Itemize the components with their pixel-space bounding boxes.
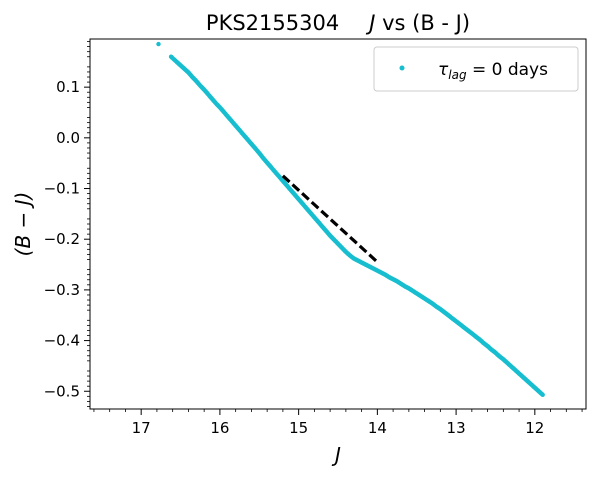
legend: τlag = 0 days: [373, 46, 579, 92]
title-var: J: [365, 11, 375, 35]
legend-tau-value: = 0 days: [467, 60, 549, 80]
x-axis-label: J: [331, 443, 341, 467]
x-tick-label: 15: [289, 419, 308, 437]
data-point: [156, 41, 161, 47]
x-tick-label: 13: [447, 419, 466, 437]
y-tick-label: −0.1: [44, 180, 80, 198]
y-tick-label: −0.2: [44, 230, 80, 248]
y-tick-label: 0.0: [56, 129, 80, 147]
x-tick-label: 14: [368, 419, 387, 437]
chart-title: PKS2155304 J vs (B - J): [206, 11, 470, 35]
y-axis-label: (B − J): [11, 192, 35, 257]
fit-line: [281, 174, 379, 264]
legend-box: [373, 46, 579, 92]
y-tick-label: −0.3: [44, 281, 80, 299]
x-tick-label: 12: [525, 419, 544, 437]
data-point: [540, 392, 545, 398]
legend-marker: [399, 65, 405, 71]
x-tick-label: 17: [132, 419, 151, 437]
legend-tau-sub: lag: [448, 68, 467, 82]
legend-tau: τ: [438, 60, 449, 80]
fit-line-layer: [281, 174, 379, 264]
y-tick-label: −0.5: [44, 382, 80, 400]
title-prefix: PKS2155304: [206, 11, 339, 35]
title-suffix: vs (B - J): [375, 11, 470, 35]
y-tick-label: 0.1: [56, 78, 80, 96]
points-layer: [156, 41, 545, 398]
x-tick-label: 16: [210, 419, 229, 437]
y-tick-label: −0.4: [44, 332, 80, 350]
ticks-layer: 17 16 15 14 13 12 0.1 0.0 −0.1 −0.2 −0.3 −0.4 −0.5: [44, 41, 583, 437]
legend-label: τlag = 0 days: [438, 60, 548, 82]
